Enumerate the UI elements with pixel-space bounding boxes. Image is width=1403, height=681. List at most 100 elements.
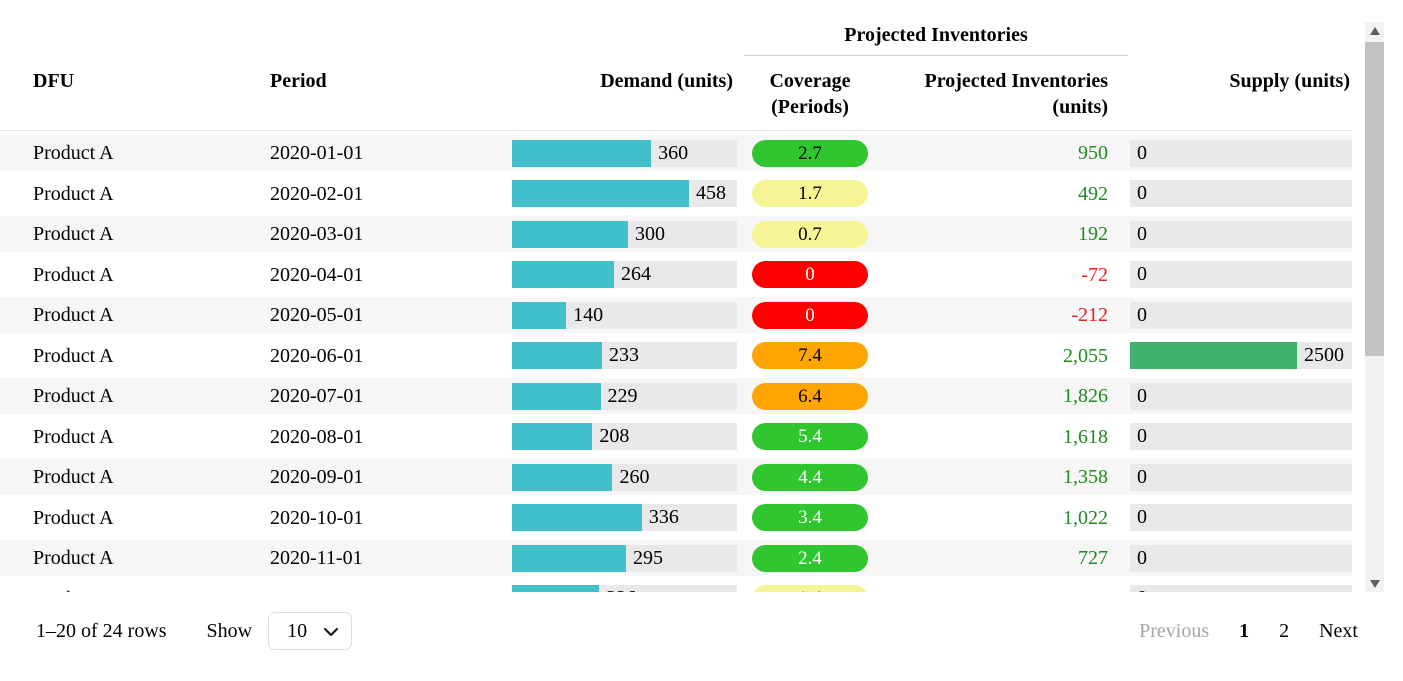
coverage-badge: 1.4: [752, 585, 868, 592]
supply-value: 0: [1137, 465, 1147, 488]
column-header-period: Period: [270, 70, 327, 92]
demand-bar-cell: 226: [512, 585, 737, 592]
group-header-projected-inventories: Projected Inventories: [744, 24, 1128, 56]
group-header-row: Projected Inventories: [0, 24, 1362, 58]
supply-value: 0: [1137, 384, 1147, 407]
projected-value: 501: [883, 581, 1130, 593]
coverage-badge: 2.7: [752, 139, 868, 167]
coverage-badge: 7.4: [752, 342, 868, 369]
projected-value: 192: [1078, 223, 1108, 245]
period-cell: 2020-10-01: [270, 506, 364, 529]
supply-bar-cell: 2500: [1130, 342, 1352, 369]
coverage-badge: 4.4: [752, 463, 868, 491]
table-row: Product A 2020-09-01 260 4.4 1,358 0: [0, 459, 1352, 495]
table-viewport: Projected Inventories DFU Period Demand …: [0, 24, 1362, 592]
supply-value: 0: [1137, 546, 1147, 569]
period-cell: 2020-01-01: [270, 142, 364, 164]
demand-bar-cell: 360: [512, 139, 737, 167]
coverage-cell: 2.7: [737, 139, 883, 167]
demand-bar-cell: 300: [512, 220, 737, 248]
dfu-cell: Product A: [33, 425, 114, 448]
coverage-cell: 7.4: [737, 342, 883, 369]
dfu-cell: Product A: [33, 344, 114, 367]
table-row: Product A 2020-08-01 208 5.4 1,618 0: [0, 418, 1352, 455]
vertical-scrollbar: [1365, 22, 1384, 592]
supply-value: 0: [1137, 506, 1147, 528]
period-cell: 2020-05-01: [270, 304, 364, 326]
column-header-demand: Demand (units): [600, 70, 733, 92]
supply-value: 0: [1137, 425, 1147, 447]
page-size-select[interactable]: 10: [268, 612, 353, 650]
supply-bar-cell: 0: [1130, 463, 1352, 491]
supply-bar-cell: 0: [1130, 261, 1352, 288]
coverage-cell: 1.4: [737, 585, 883, 592]
demand-bar: [512, 301, 567, 329]
demand-bar-cell: 264: [512, 261, 737, 288]
coverage-badge: 0: [752, 261, 868, 288]
table-row: Product A 2020-01-01 360 2.7 950 0: [0, 135, 1352, 171]
previous-page-button[interactable]: Previous: [1139, 619, 1210, 642]
demand-bar-cell: 229: [512, 382, 737, 410]
scrollbar-down-arrow-icon[interactable]: [1365, 575, 1384, 592]
coverage-badge: 2.4: [752, 544, 868, 572]
supply-bar-cell: 0: [1130, 382, 1352, 410]
demand-bar: [512, 180, 689, 207]
column-header-supply: Supply (units): [1229, 70, 1350, 92]
supply-value: 0: [1137, 222, 1147, 245]
demand-bar: [512, 261, 615, 288]
coverage-badge: 5.4: [752, 423, 868, 450]
table-row: Product A 2020-11-01 295 2.4 727 0: [0, 540, 1352, 576]
coverage-badge: 1.7: [752, 180, 868, 207]
table-row: Product A 2020-07-01 229 6.4 1,826 0: [0, 378, 1352, 414]
pagination-bar: 1–20 of 24 rows Show 10 Previous 1 2 Nex…: [0, 608, 1403, 654]
dfu-cell: Product A: [33, 142, 114, 164]
demand-value: 229: [607, 384, 638, 407]
projected-value: 492: [1078, 182, 1108, 205]
projected-value: -72: [1081, 263, 1108, 286]
demand-bar: [512, 544, 626, 572]
coverage-badge: 0: [752, 301, 868, 329]
period-cell: 2020-12-01: [270, 581, 512, 593]
projected-value: 1,826: [1063, 385, 1108, 407]
demand-bar: [512, 463, 613, 491]
period-cell: 2020-11-01: [270, 547, 363, 569]
next-page-button[interactable]: Next: [1319, 619, 1358, 642]
projected-value: 2,055: [1063, 344, 1108, 367]
demand-bar-cell: 208: [512, 423, 737, 450]
demand-bar-cell: 140: [512, 301, 737, 329]
scrollbar-thumb[interactable]: [1365, 42, 1384, 356]
dfu-cell: Product A: [33, 182, 114, 205]
page-button-2[interactable]: 2: [1279, 619, 1290, 642]
supply-value: 0: [1137, 141, 1147, 164]
page-button-1[interactable]: 1: [1239, 619, 1250, 642]
dfu-cell: Product A: [33, 223, 114, 245]
table-body: Product A 2020-01-01 360 2.7 950 0 Produ…: [0, 131, 1362, 592]
period-cell: 2020-07-01: [270, 385, 364, 407]
period-cell: 2020-09-01: [270, 466, 364, 488]
dfu-cell: Product A: [33, 263, 114, 286]
demand-bar: [512, 220, 628, 248]
scrollbar-up-arrow-icon[interactable]: [1365, 22, 1384, 39]
coverage-cell: 1.7: [737, 180, 883, 207]
projected-value: 1,358: [1063, 466, 1108, 488]
demand-bar: [512, 504, 642, 531]
page-size-value: 10: [287, 619, 308, 642]
demand-value: 208: [599, 425, 630, 447]
supply-value: 0: [1137, 263, 1147, 285]
table-row: Product A 2020-06-01 233 7.4 2,055 2500: [0, 337, 1352, 374]
demand-bar-cell: 260: [512, 463, 737, 491]
supply-value: 2500: [1304, 344, 1344, 366]
coverage-badge: 6.4: [752, 382, 868, 410]
demand-value: 264: [621, 263, 652, 285]
period-cell: 2020-08-01: [270, 425, 364, 448]
column-header-row: DFU Period Demand (units) Coverage (Peri…: [0, 58, 1352, 131]
table-row: Product A 2020-05-01 140 0 -212 0: [0, 297, 1352, 333]
demand-bar: [512, 423, 593, 450]
demand-bar: [512, 342, 603, 369]
coverage-cell: 4.4: [737, 463, 883, 491]
demand-bar: [512, 139, 652, 167]
demand-value: 233: [609, 344, 640, 366]
table-row: Product A 2020-03-01 300 0.7 192 0: [0, 216, 1352, 252]
demand-bar: [512, 585, 600, 592]
coverage-badge: 3.4: [752, 504, 868, 531]
